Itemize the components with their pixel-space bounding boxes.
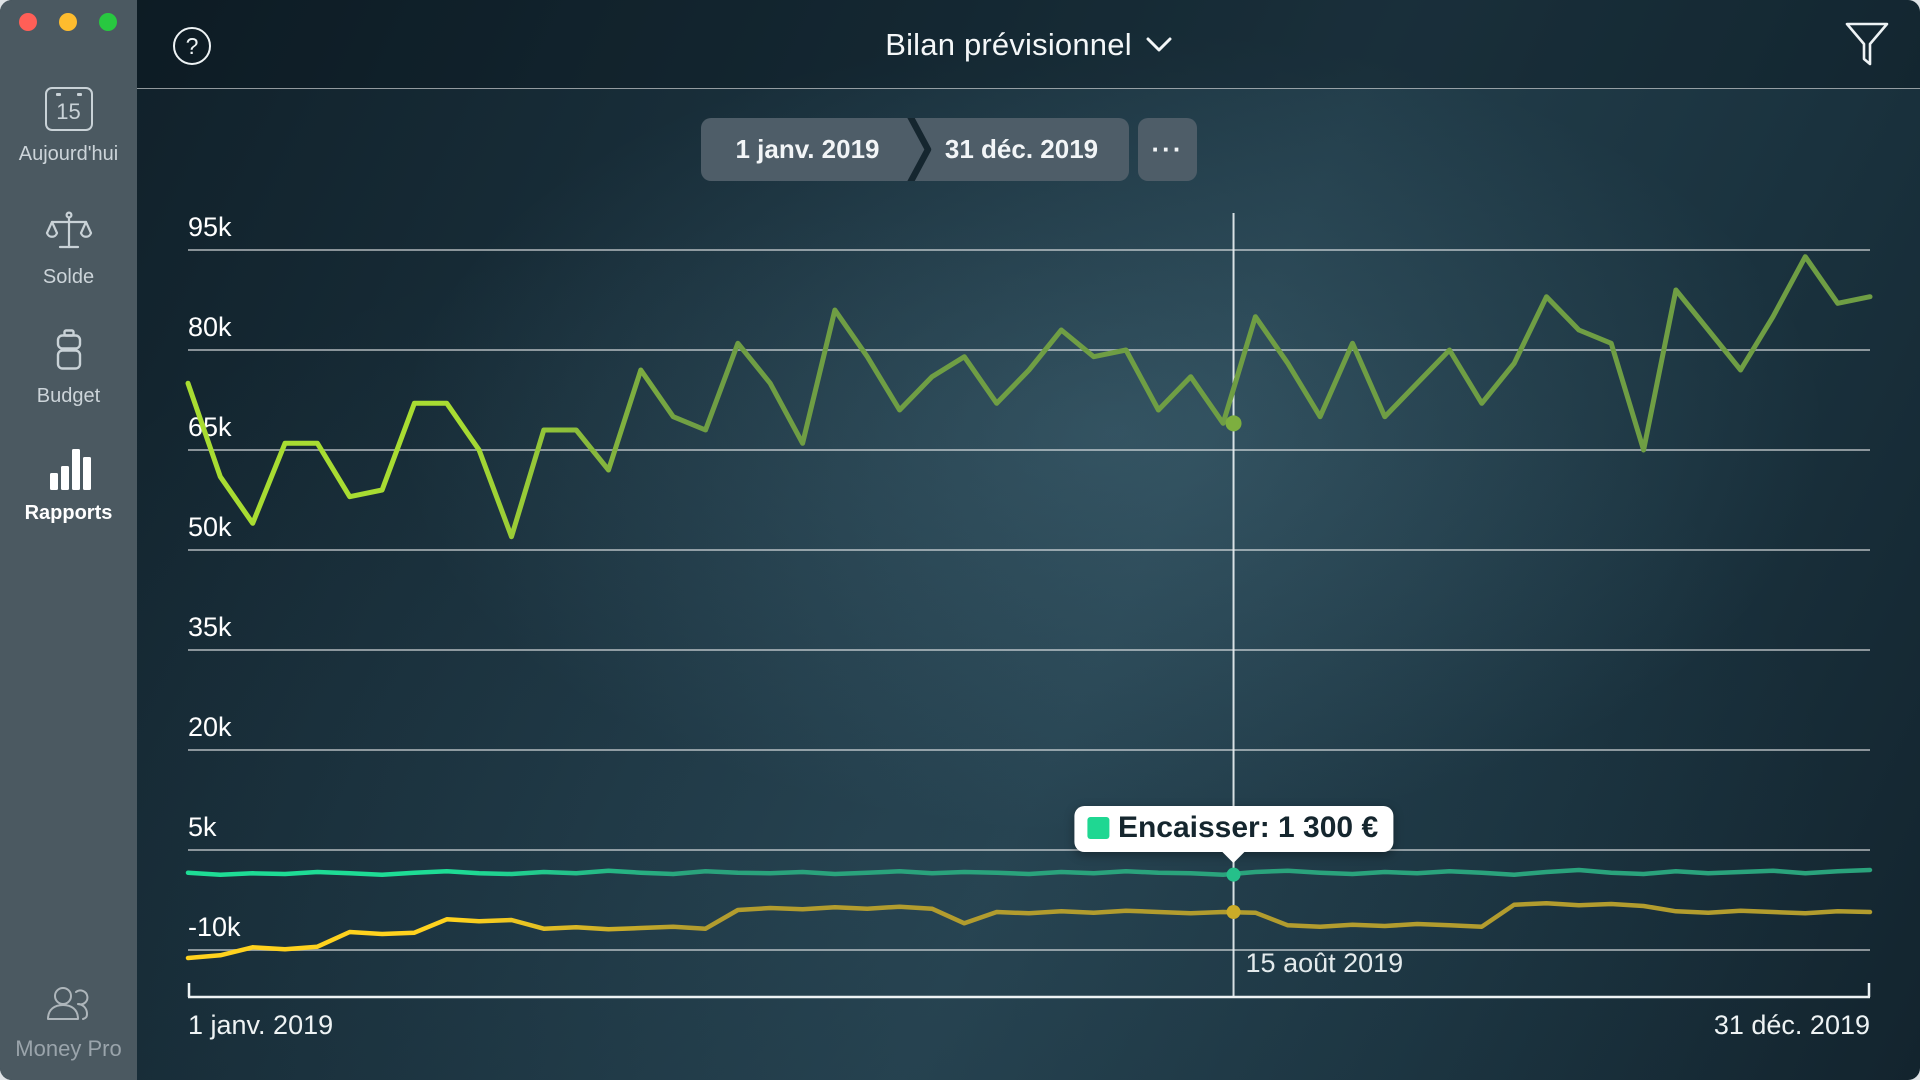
- y-tick-label: 35k: [188, 612, 232, 642]
- range-end-button[interactable]: 31 déc. 2019: [914, 118, 1129, 181]
- chart-tooltip: Encaisser: 1 300 €: [1073, 806, 1394, 852]
- series-line-encaisser: [185, 867, 1873, 877]
- calendar-day: 15: [56, 99, 81, 124]
- y-tick-label: -10k: [188, 912, 241, 942]
- help-icon: ?: [185, 32, 199, 59]
- y-tick-label: 95k: [188, 212, 232, 242]
- report-title-dropdown[interactable]: Bilan prévisionnel: [137, 0, 1920, 89]
- range-start-label: 1 janv. 2019: [735, 134, 880, 164]
- calendar-icon: 15: [44, 87, 93, 131]
- sidebar-item-money-pro[interactable]: Money Pro: [0, 983, 137, 1062]
- y-tick-label: 50k: [188, 512, 232, 542]
- y-tick-label: 5k: [188, 812, 217, 842]
- crosshair-dot-payer: [1226, 905, 1241, 919]
- page-title: Bilan prévisionnel: [885, 26, 1132, 62]
- top-bar: ? Bilan prévisionnel: [137, 0, 1920, 89]
- sidebar-item-solde[interactable]: Solde: [0, 207, 137, 289]
- app-name-label: Money Pro: [15, 1036, 122, 1061]
- sidebar: 15 Aujourd'hui Solde: [0, 0, 137, 1080]
- sidebar-item-label: Budget: [36, 385, 101, 407]
- zoom-window-button[interactable]: [99, 13, 117, 31]
- close-window-button[interactable]: [19, 13, 37, 31]
- budget-icon: [56, 329, 81, 370]
- minimize-window-button[interactable]: [59, 13, 77, 31]
- crosshair-date-label: 15 août 2019: [1245, 948, 1404, 978]
- filter-funnel-icon: [1845, 22, 1889, 66]
- y-tick-label: 65k: [188, 412, 232, 442]
- chevron-down-icon: [1146, 37, 1172, 51]
- ellipsis-label: ···: [1151, 134, 1184, 164]
- y-tick-label: 80k: [188, 312, 232, 342]
- date-range-picker: 1 janv. 2019 31 déc. 2019 ···: [701, 118, 1841, 181]
- tooltip-series-swatch: [1086, 817, 1109, 839]
- help-button[interactable]: ?: [173, 27, 211, 65]
- sidebar-item-budget[interactable]: Budget: [0, 326, 137, 408]
- y-tick-label: 20k: [188, 712, 232, 742]
- filter-button[interactable]: [1842, 18, 1892, 70]
- sidebar-item-label: Solde: [42, 266, 95, 288]
- window-controls: [19, 13, 117, 31]
- sidebar-item-rapports[interactable]: Rapports: [0, 443, 137, 525]
- tooltip-label: Encaisser: 1 300 €: [1117, 811, 1379, 844]
- range-more-button[interactable]: ···: [1138, 118, 1197, 181]
- series-line-payer: [185, 901, 1873, 961]
- series-line-solde: [185, 254, 1873, 540]
- sidebar-item-label: Aujourd'hui: [18, 143, 119, 165]
- sidebar-item-aujourdhui[interactable]: 15 Aujourd'hui: [0, 84, 137, 166]
- bar-chart-icon: [49, 449, 91, 490]
- x-axis-start-label: 1 janv. 2019: [188, 1010, 333, 1040]
- crosshair-dot-encaisser: [1226, 867, 1241, 882]
- scales-icon: [45, 211, 92, 249]
- users-icon: [46, 987, 88, 1020]
- range-start-button[interactable]: 1 janv. 2019: [701, 118, 914, 181]
- crosshair-dot-solde: [1225, 415, 1242, 432]
- range-end-label: 31 déc. 2019: [944, 134, 1099, 164]
- x-axis-end-label: 31 déc. 2019: [1714, 1010, 1870, 1040]
- sidebar-item-label: Rapports: [24, 502, 113, 524]
